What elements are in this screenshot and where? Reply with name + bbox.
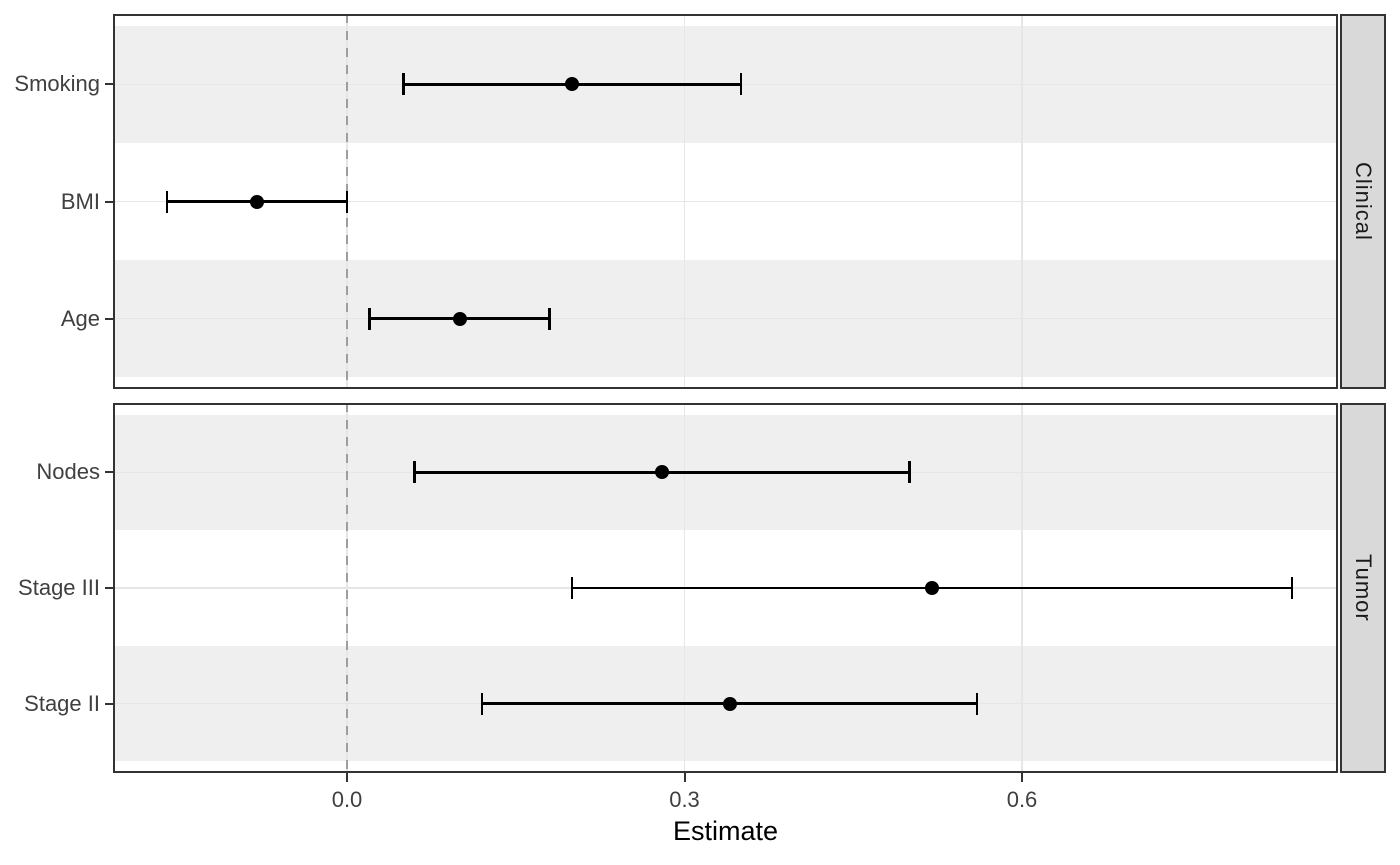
y-axis-label: Smoking	[14, 71, 100, 97]
error-bar-cap-high	[345, 190, 349, 213]
facet-strip-label: Clinical	[1351, 162, 1376, 241]
facet-strip-clinical: Clinical	[1340, 14, 1386, 389]
zero-reference-line	[346, 403, 348, 773]
error-bar-cap-low	[402, 73, 405, 96]
error-bar-cap-low	[480, 692, 484, 715]
y-axis-label: Stage III	[18, 575, 100, 600]
y-axis-label: Age	[60, 305, 100, 331]
y-axis-tick	[105, 702, 113, 705]
x-axis-title: Estimate	[672, 816, 779, 846]
facet-panel-tumor	[113, 403, 1338, 773]
error-bar-cap-low	[368, 307, 371, 330]
error-bar-cap-high	[739, 73, 742, 96]
y-axis-tick	[105, 587, 113, 589]
facet-panel-clinical	[113, 14, 1338, 389]
point-estimate	[925, 581, 939, 595]
error-bar-cap-high	[548, 307, 551, 330]
point-estimate	[565, 77, 579, 92]
x-axis-tick	[346, 773, 348, 782]
y-axis-label: BMI	[60, 188, 100, 214]
y-axis-label: Nodes	[36, 459, 100, 485]
error-bar-cap-high	[908, 461, 911, 484]
y-axis-label: Stage II	[24, 690, 100, 716]
error-bar-cap-high	[975, 692, 979, 715]
error-bar-cap-low	[570, 577, 574, 599]
y-axis-tick	[105, 317, 113, 320]
error-bar-cap-low	[165, 190, 169, 213]
point-estimate	[655, 465, 669, 480]
horizontal-gridline	[113, 317, 1338, 320]
point-estimate	[452, 311, 467, 326]
error-bar-cap-high	[1290, 577, 1294, 599]
y-axis-tick	[105, 471, 113, 474]
error-bar-cap-low	[413, 461, 416, 484]
x-axis-tick	[683, 773, 686, 782]
x-axis-tick-label: 0.0	[331, 787, 363, 812]
horizontal-gridline	[113, 200, 1338, 203]
facet-strip-tumor: Tumor	[1340, 403, 1386, 773]
x-axis-tick-label: 0.6	[1006, 787, 1038, 812]
point-estimate	[722, 696, 737, 711]
y-axis-tick	[105, 83, 113, 86]
y-axis-tick	[105, 200, 113, 203]
facet-strip-label: Tumor	[1351, 554, 1376, 622]
x-axis-tick	[1021, 773, 1023, 782]
point-estimate	[250, 194, 264, 209]
x-axis-tick-label: 0.3	[669, 787, 700, 812]
